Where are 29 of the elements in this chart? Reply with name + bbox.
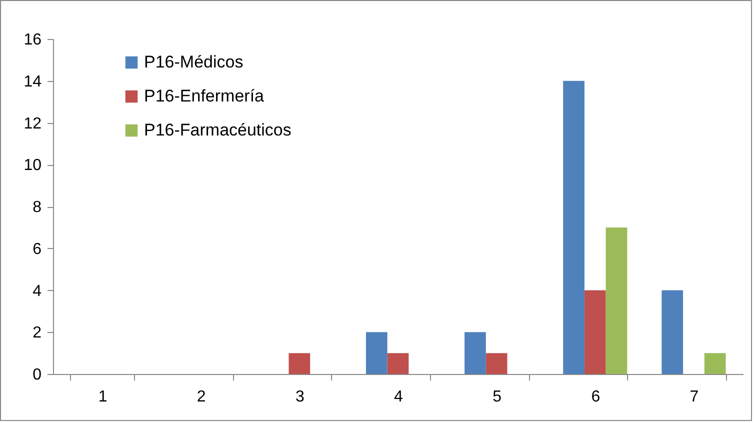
x-tick-label: 4: [394, 388, 404, 406]
legend-label: P16-Enfermería: [144, 86, 265, 106]
bar: [486, 353, 508, 374]
y-tick-label: 4: [32, 282, 42, 300]
y-tick-label: 2: [32, 324, 42, 342]
bar: [288, 353, 310, 374]
bar: [662, 290, 684, 374]
y-tick-label: 8: [32, 199, 42, 216]
x-tick-label: 3: [295, 388, 304, 406]
x-tick-label: 2: [196, 388, 206, 406]
y-tick-label: 10: [24, 157, 42, 174]
x-tick-label: 5: [492, 388, 502, 406]
y-tick-label: 6: [32, 240, 42, 258]
y-tick-label: 16: [24, 32, 42, 48]
bar: [387, 353, 409, 374]
x-tick-label: 7: [690, 388, 699, 406]
x-tick-label: 1: [98, 388, 108, 406]
y-tick-label: 0: [32, 366, 42, 384]
bar: [464, 332, 486, 374]
y-tick-label: 12: [24, 115, 42, 132]
bar: [584, 290, 606, 374]
bar: [366, 332, 388, 374]
x-tick-label: 6: [591, 388, 600, 406]
legend-label: P16-Médicos: [144, 52, 244, 72]
bar: [563, 80, 584, 374]
legend-label: P16-Farmacéuticos: [144, 120, 292, 140]
bar: [704, 353, 726, 374]
y-tick-label: 14: [24, 73, 42, 90]
bar: [606, 227, 628, 374]
